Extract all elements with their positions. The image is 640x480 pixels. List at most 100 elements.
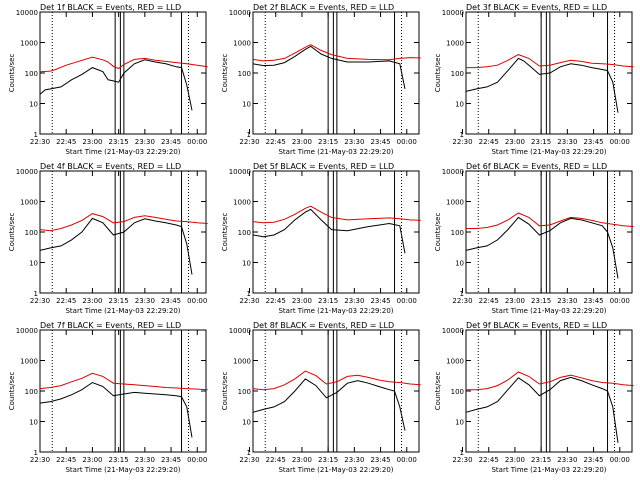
y-tick-label: 100 <box>238 229 251 237</box>
x-tick-label: 00:00 <box>187 456 207 464</box>
y-axis-label: Counts/sec <box>434 372 442 411</box>
x-tick-label: 23:30 <box>344 456 364 464</box>
x-tick-label: 22:30 <box>452 138 472 146</box>
y-axis-label: Counts/sec <box>434 54 442 93</box>
x-tick-label: 23:15 <box>109 297 129 305</box>
y-tick-label: 100 <box>238 388 251 396</box>
x-tick-label: 23:15 <box>531 456 551 464</box>
series-lld-red <box>39 213 208 232</box>
x-tick-label: 00:00 <box>610 138 630 146</box>
x-axis-label: Start Time (21-May-03 22:29:20) <box>65 466 180 474</box>
series-lld-red <box>466 54 634 69</box>
y-tick-label: 100 <box>451 388 464 396</box>
x-tick-label: 23:45 <box>370 456 390 464</box>
series-lld-red <box>252 205 421 224</box>
x-tick-label: 23:45 <box>583 456 603 464</box>
x-tick-label: 22:45 <box>56 297 76 305</box>
x-tick-label: 22:45 <box>56 456 76 464</box>
y-tick-label: 1 <box>34 449 38 457</box>
y-tick-label: 1000 <box>20 358 38 366</box>
x-tick-label: 23:30 <box>135 297 155 305</box>
y-tick-label: 10 <box>455 419 464 427</box>
x-tick-label: 23:30 <box>557 138 577 146</box>
y-tick-label: 10 <box>29 260 38 268</box>
y-tick-label: 1 <box>460 449 464 457</box>
series-events-black <box>252 45 406 90</box>
x-tick-label: 23:00 <box>505 138 525 146</box>
y-tick-label: 10000 <box>229 9 251 17</box>
y-tick-label: 1000 <box>233 40 251 48</box>
panel-title: Det 2f BLACK = Events, RED = LLD <box>253 3 394 12</box>
series-lld-red <box>466 371 634 391</box>
x-tick-label: 00:00 <box>397 297 417 305</box>
y-tick-label: 1 <box>460 131 464 139</box>
panel-title: Det 9f BLACK = Events, RED = LLD <box>466 321 607 330</box>
x-tick-label: 23:45 <box>161 138 181 146</box>
y-tick-label: 10 <box>242 260 251 268</box>
y-tick-label: 10 <box>242 101 251 109</box>
y-tick-label: 10000 <box>16 327 38 335</box>
x-tick-label: 22:45 <box>266 138 286 146</box>
series-lld-red <box>39 372 208 391</box>
y-tick-label: 10000 <box>442 9 464 17</box>
y-tick-label: 10000 <box>442 168 464 176</box>
x-tick-label: 22:30 <box>239 456 259 464</box>
x-tick-label: 22:30 <box>239 297 259 305</box>
x-tick-label: 23:30 <box>557 297 577 305</box>
y-tick-label: 1 <box>247 131 251 139</box>
y-tick-label: 1 <box>460 290 464 298</box>
panel-title: Det 7f BLACK = Events, RED = LLD <box>40 321 181 330</box>
x-tick-label: 00:00 <box>397 138 417 146</box>
x-tick-label: 23:15 <box>318 456 338 464</box>
y-tick-label: 1000 <box>233 199 251 207</box>
x-axis-label: Start Time (21-May-03 22:29:20) <box>278 148 393 156</box>
y-tick-label: 100 <box>25 388 38 396</box>
y-tick-label: 1000 <box>446 358 464 366</box>
x-tick-label: 23:15 <box>109 456 129 464</box>
x-tick-label: 23:30 <box>557 456 577 464</box>
x-tick-label: 23:45 <box>370 138 390 146</box>
series-events-black <box>252 378 406 431</box>
x-tick-label: 23:15 <box>318 297 338 305</box>
y-axis-label: Counts/sec <box>8 372 16 411</box>
x-tick-label: 22:45 <box>479 297 499 305</box>
x-tick-label: 23:15 <box>531 297 551 305</box>
panel-title: Det 3f BLACK = Events, RED = LLD <box>466 3 607 12</box>
x-tick-label: 22:45 <box>479 456 499 464</box>
y-axis-label: Counts/sec <box>221 213 229 252</box>
x-axis-label: Start Time (21-May-03 22:29:20) <box>491 148 606 156</box>
series-lld-red <box>39 56 208 73</box>
x-tick-label: 23:30 <box>135 456 155 464</box>
y-tick-label: 10000 <box>229 327 251 335</box>
y-tick-label: 10 <box>29 101 38 109</box>
x-tick-label: 23:00 <box>292 297 312 305</box>
x-axis-label: Start Time (21-May-03 22:29:20) <box>278 307 393 315</box>
x-tick-label: 22:45 <box>266 297 286 305</box>
panel-title: Det 5f BLACK = Events, RED = LLD <box>253 162 394 171</box>
y-tick-label: 10 <box>29 419 38 427</box>
x-tick-label: 00:00 <box>397 456 417 464</box>
y-tick-label: 100 <box>451 70 464 78</box>
x-tick-label: 00:00 <box>187 297 207 305</box>
x-tick-label: 00:00 <box>187 138 207 146</box>
x-tick-label: 22:45 <box>56 138 76 146</box>
x-tick-label: 22:30 <box>452 297 472 305</box>
y-axis-label: Counts/sec <box>434 213 442 252</box>
x-tick-label: 23:00 <box>505 456 525 464</box>
y-axis-label: Counts/sec <box>8 54 16 93</box>
y-tick-label: 1 <box>34 131 38 139</box>
y-tick-label: 100 <box>451 229 464 237</box>
y-tick-label: 100 <box>25 70 38 78</box>
y-tick-label: 10000 <box>442 327 464 335</box>
y-tick-label: 1 <box>247 449 251 457</box>
x-tick-label: 22:30 <box>30 138 50 146</box>
x-tick-label: 23:00 <box>82 297 102 305</box>
x-tick-label: 23:30 <box>344 297 364 305</box>
x-tick-label: 23:15 <box>318 138 338 146</box>
y-tick-label: 1 <box>34 290 38 298</box>
series-events-black <box>465 57 619 113</box>
x-axis-label: Start Time (21-May-03 22:29:20) <box>491 307 606 315</box>
x-tick-label: 22:30 <box>30 456 50 464</box>
y-tick-label: 10 <box>455 260 464 268</box>
